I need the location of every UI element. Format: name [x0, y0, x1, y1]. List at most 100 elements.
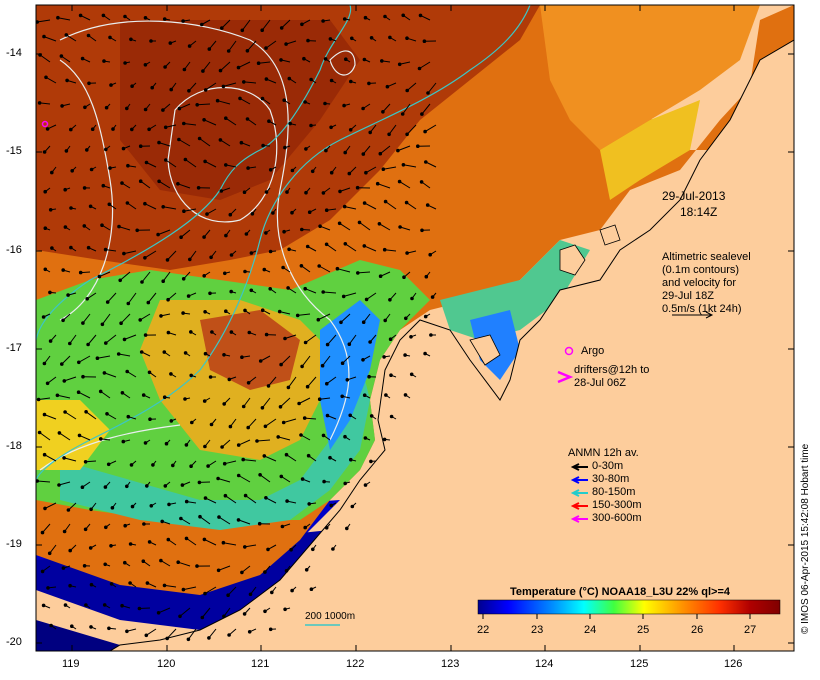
velocity-arrow-head — [283, 145, 287, 150]
velocity-arrow-head — [120, 603, 124, 608]
velocity-arrow-head — [324, 148, 328, 153]
drifters-label-2: 28-Jul 06Z — [574, 377, 626, 389]
velocity-arrow — [107, 292, 117, 303]
velocity-arrow-head — [228, 212, 233, 217]
velocity-arrow-head — [216, 568, 221, 573]
velocity-arrow-head — [224, 309, 228, 314]
velocity-arrow — [164, 584, 177, 588]
cb-tick-26: 26 — [691, 624, 704, 636]
velocity-arrow-head — [263, 424, 268, 429]
velocity-arrow-head — [267, 119, 271, 123]
velocity-arrow-head — [144, 160, 149, 165]
velocity-arrow-head — [143, 63, 148, 67]
velocity-arrow-head — [324, 242, 329, 247]
velocity-arrow-head — [238, 96, 242, 101]
velocity-arrow-head — [249, 251, 254, 255]
velocity-arrow — [82, 313, 91, 324]
velocity-arrow-head — [151, 463, 155, 467]
y-tick-16: -16 — [6, 244, 22, 256]
velocity-arrow — [261, 19, 271, 31]
drifters-label-1: drifters@12h to — [574, 364, 650, 376]
velocity-arrow-head — [284, 42, 288, 46]
velocity-arrow-head — [42, 452, 47, 457]
velocity-arrow-head — [402, 275, 406, 280]
velocity-arrow-head — [42, 361, 47, 366]
velocity-arrow — [301, 355, 311, 367]
velocity-arrow-head — [66, 293, 70, 297]
velocity-arrow-head — [63, 603, 68, 607]
velocity-arrow-head — [108, 35, 112, 40]
velocity-arrow-head — [107, 626, 111, 631]
velocity-arrow-head — [325, 381, 329, 386]
velocity-arrow — [425, 161, 437, 168]
velocity-arrow — [286, 454, 297, 462]
velocity-arrow-head — [381, 167, 386, 171]
velocity-arrow-head — [108, 166, 112, 170]
velocity-arrow-head — [163, 65, 167, 69]
velocity-arrow-head — [226, 593, 230, 598]
velocity-arrow-head — [36, 20, 39, 24]
velocity-arrow-head — [107, 202, 112, 207]
velocity-arrow — [357, 271, 371, 274]
velocity-arrow-head — [105, 412, 109, 416]
velocity-arrow-head — [290, 210, 294, 215]
velocity-arrow-head — [280, 524, 285, 529]
velocity-arrow-head — [41, 603, 46, 608]
velocity-arrow — [268, 376, 277, 387]
velocity-arrow-head — [299, 264, 304, 268]
velocity-arrow-head — [222, 461, 227, 466]
velocity-arrow-head — [423, 351, 427, 356]
velocity-arrow-head — [400, 112, 405, 116]
velocity-arrow-head — [281, 420, 286, 425]
velocity-arrow-head — [77, 360, 81, 365]
velocity-arrow-head — [286, 286, 290, 290]
velocity-arrow-head — [356, 271, 360, 275]
velocity-arrow-head — [368, 340, 372, 344]
velocity-arrow-head — [256, 61, 261, 66]
velocity-arrow-head — [121, 439, 126, 444]
velocity-arrow-head — [149, 504, 154, 508]
velocity-arrow-head — [224, 233, 228, 238]
velocity-arrow-head — [361, 152, 366, 156]
velocity-arrow-head — [165, 258, 170, 262]
velocity-arrow-head — [40, 530, 45, 535]
velocity-arrow-head — [401, 13, 406, 18]
anmn-item-1: 30-80m — [592, 473, 630, 485]
credit-text: © IMOS 06-Apr-2015 15:42:08 Hobart time — [800, 443, 811, 634]
velocity-arrow-head — [169, 419, 174, 423]
velocity-arrow-head — [279, 26, 284, 30]
velocity-arrow — [204, 160, 217, 168]
velocity-arrow-head — [200, 22, 204, 27]
velocity-arrow-head — [380, 59, 384, 63]
velocity-arrow-head — [129, 37, 133, 42]
velocity-arrow-head — [339, 320, 343, 325]
velocity-arrow-head — [63, 225, 68, 229]
velocity-arrow-head — [60, 104, 64, 108]
velocity-arrow-head — [264, 496, 268, 500]
velocity-arrow-head — [120, 391, 125, 395]
velocity-arrow-head — [264, 77, 269, 81]
velocity-arrow-head — [186, 637, 191, 642]
velocity-arrow-head — [282, 229, 286, 234]
velocity-arrow — [348, 334, 357, 345]
velocity-arrow-head — [210, 330, 214, 334]
velocity-arrow-head — [184, 499, 189, 504]
velocity-arrow-head — [299, 433, 303, 437]
velocity-arrow — [66, 34, 77, 42]
velocity-arrow-head — [240, 355, 244, 360]
velocity-arrow-head — [236, 518, 241, 522]
velocity-arrow — [179, 103, 191, 110]
velocity-arrow-head — [43, 189, 48, 194]
velocity-arrow — [419, 61, 431, 69]
isobath-label: 200 1000m — [305, 611, 356, 622]
velocity-arrow-head — [68, 341, 72, 346]
anmn-arrow-head — [570, 476, 580, 484]
velocity-arrow-head — [321, 191, 326, 195]
velocity-arrow-head — [246, 381, 251, 385]
velocity-arrow-head — [355, 185, 360, 190]
velocity-arrow — [281, 19, 291, 29]
velocity-arrow-head — [168, 41, 173, 45]
velocity-arrow-head — [208, 375, 213, 379]
velocity-arrow-head — [424, 274, 429, 279]
velocity-arrow-head — [378, 274, 383, 279]
